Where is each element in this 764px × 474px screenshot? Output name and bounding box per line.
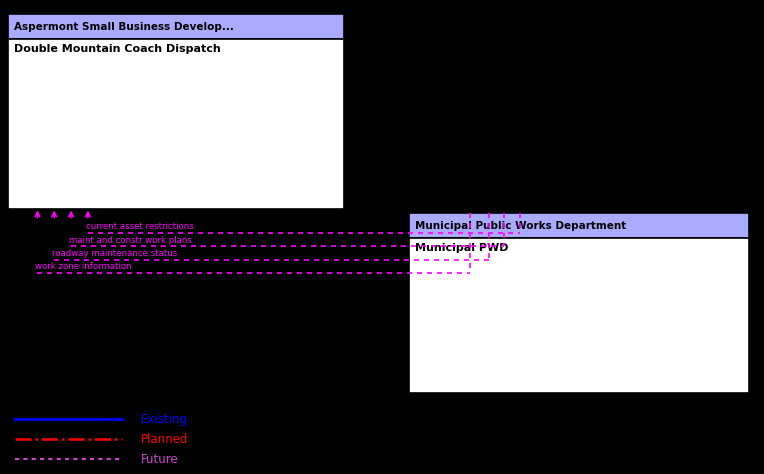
Text: Future: Future <box>141 453 179 466</box>
FancyBboxPatch shape <box>8 39 344 209</box>
Text: Planned: Planned <box>141 433 189 446</box>
Text: current asset restrictions: current asset restrictions <box>86 222 193 231</box>
Text: Municipal PWD: Municipal PWD <box>415 243 508 253</box>
FancyBboxPatch shape <box>409 213 749 238</box>
Text: Double Mountain Coach Dispatch: Double Mountain Coach Dispatch <box>14 44 221 54</box>
Text: Municipal Public Works Department: Municipal Public Works Department <box>415 220 626 231</box>
Text: maint and constr work plans: maint and constr work plans <box>69 236 192 245</box>
Text: Existing: Existing <box>141 413 189 426</box>
FancyBboxPatch shape <box>8 14 344 39</box>
Text: work zone information: work zone information <box>35 262 131 271</box>
Text: roadway maintenance status: roadway maintenance status <box>52 249 177 258</box>
FancyBboxPatch shape <box>409 238 749 393</box>
Text: Aspermont Small Business Develop...: Aspermont Small Business Develop... <box>14 21 234 32</box>
